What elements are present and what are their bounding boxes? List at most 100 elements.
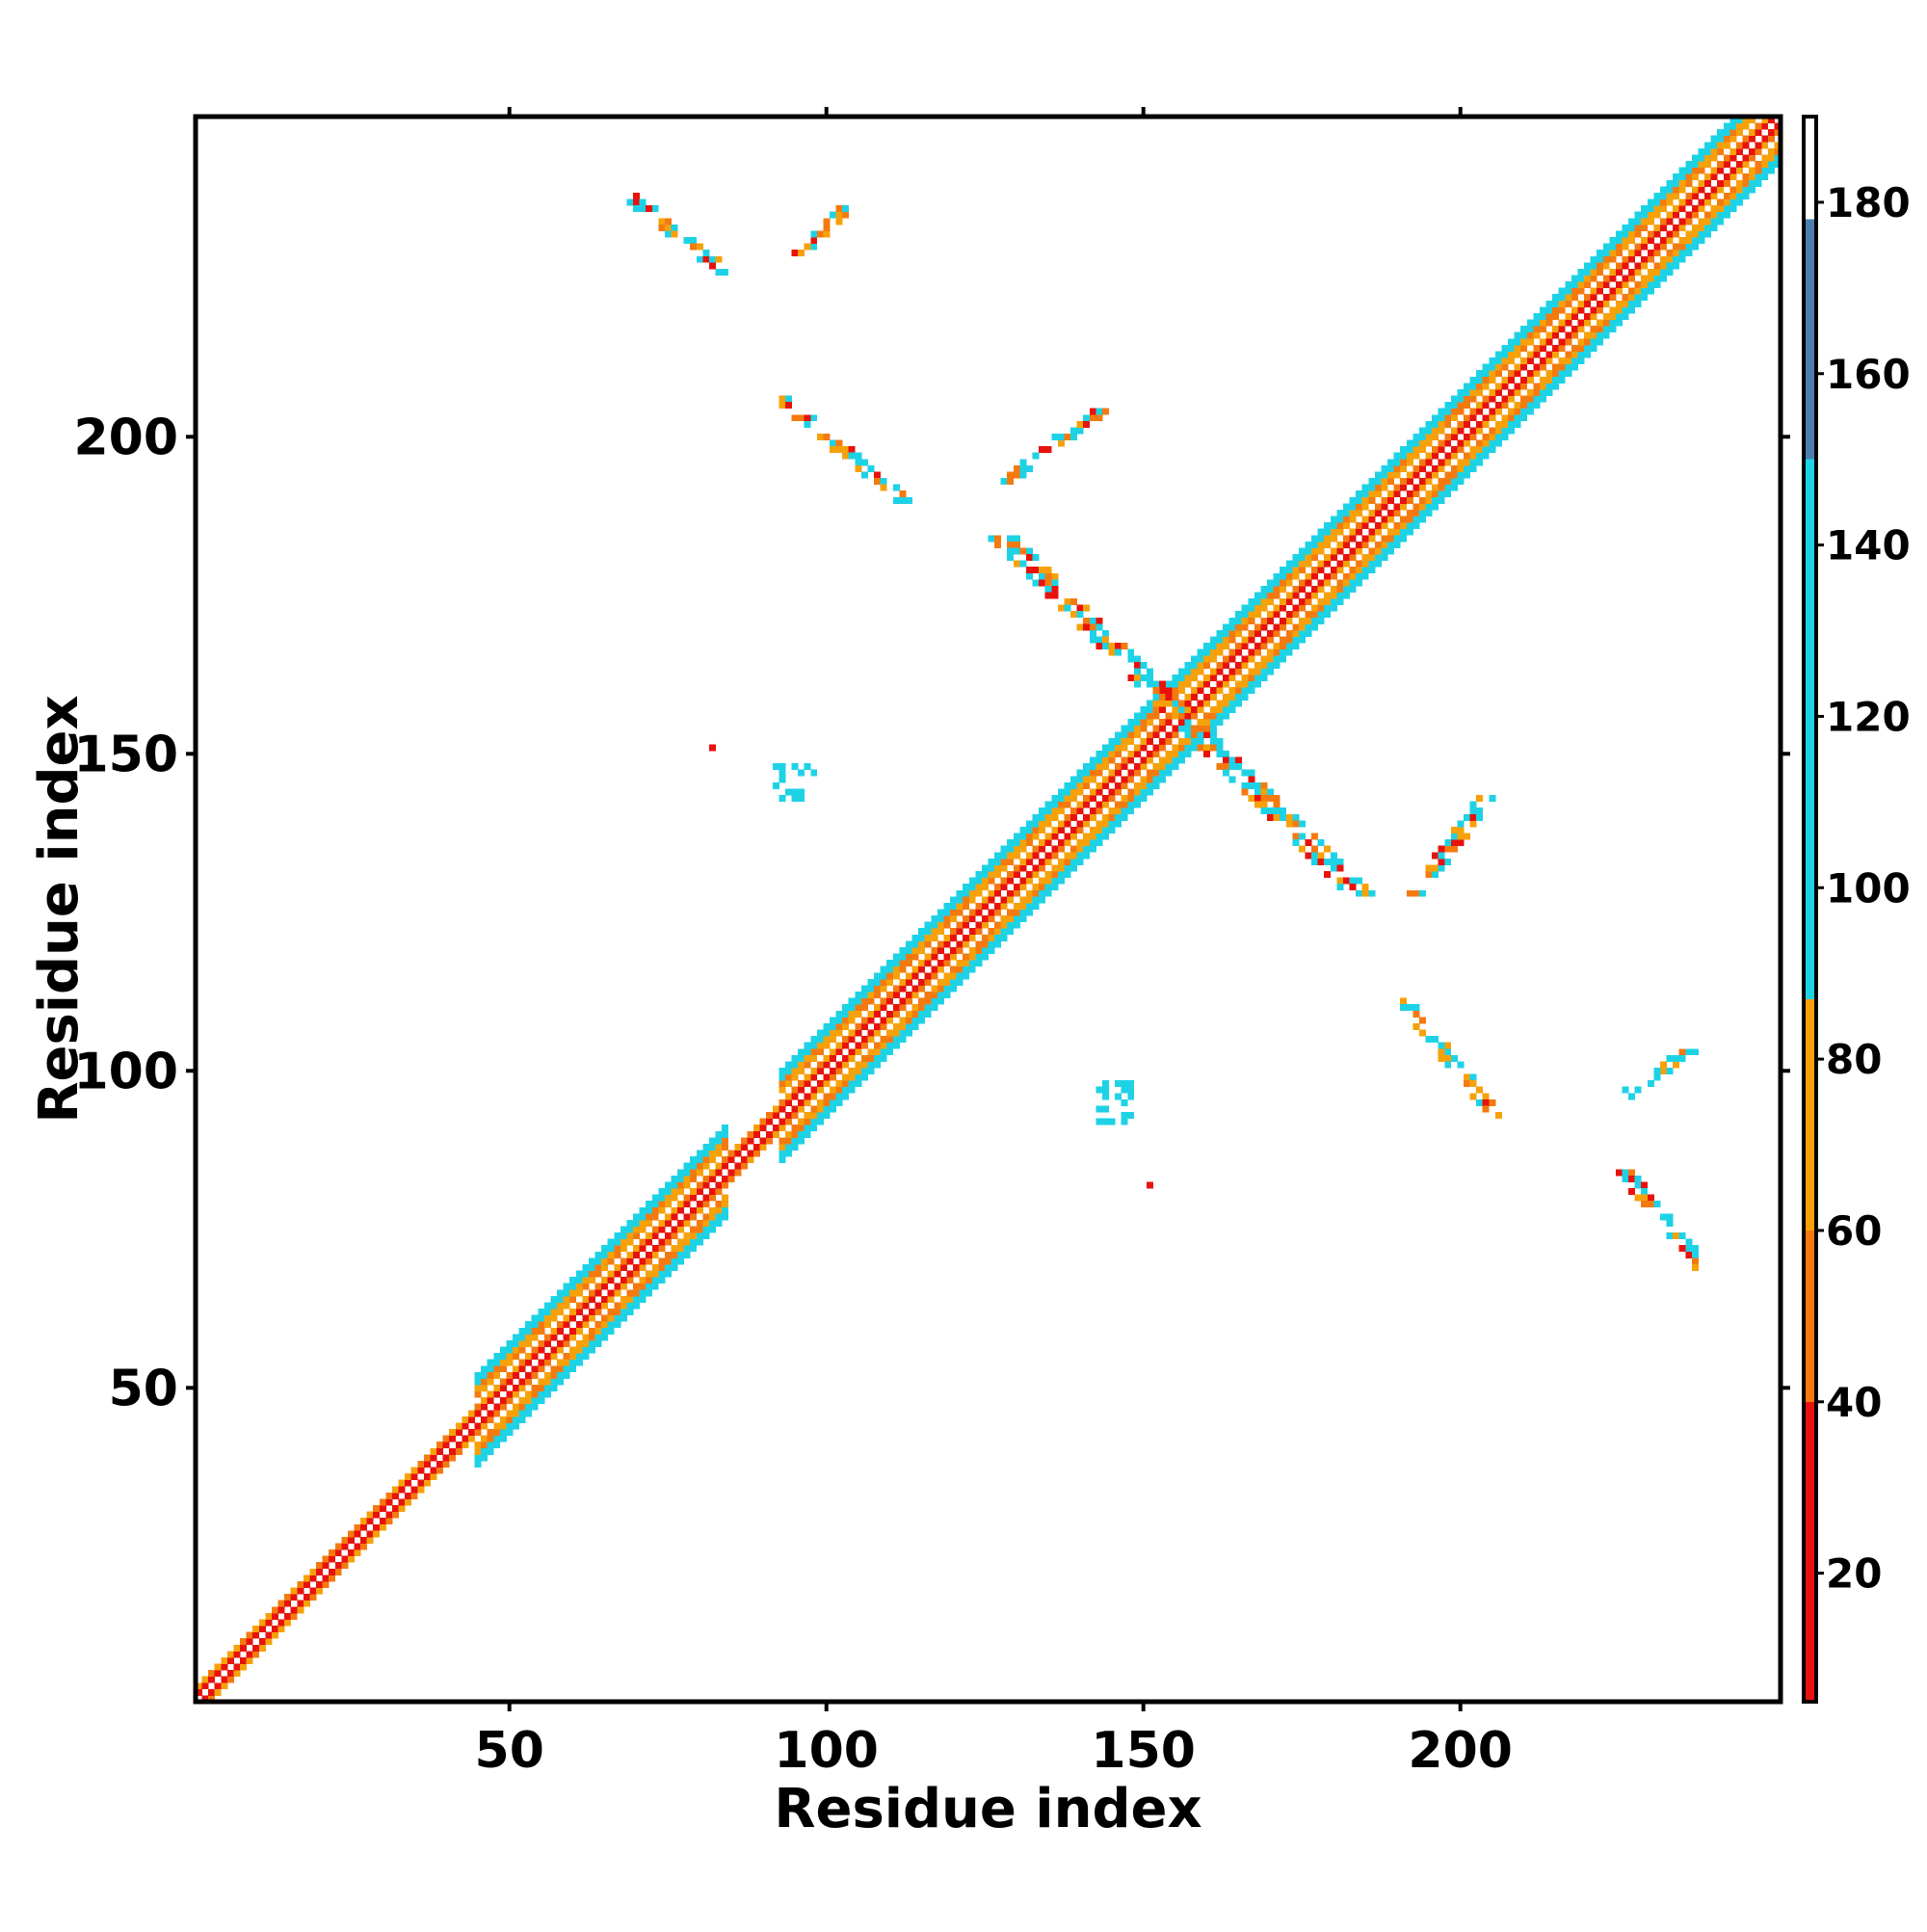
heatmap-cell <box>1444 408 1452 415</box>
heatmap-cell <box>1444 490 1452 498</box>
heatmap-cell <box>246 1638 253 1646</box>
heatmap-cell <box>1336 528 1344 536</box>
heatmap-cell <box>899 1017 907 1024</box>
heatmap-cell <box>1597 287 1604 295</box>
heatmap-cell <box>1571 326 1578 333</box>
heatmap-cell <box>671 1206 678 1214</box>
heatmap-cell <box>646 1270 653 1278</box>
heatmap-cell <box>360 1518 368 1525</box>
heatmap-cell <box>1342 554 1350 561</box>
heatmap-cell <box>538 1378 545 1386</box>
heatmap-cell <box>1685 1245 1693 1253</box>
heatmap-cell <box>1469 452 1477 460</box>
heatmap-cell <box>860 1068 868 1074</box>
heatmap-cell <box>683 1238 691 1246</box>
heatmap-cell <box>1742 161 1750 169</box>
heatmap-cell <box>848 1004 856 1012</box>
heatmap-cell <box>956 896 964 904</box>
heatmap-cell <box>1691 1245 1699 1253</box>
heatmap-cell <box>633 1289 640 1297</box>
heatmap-cell <box>1064 833 1071 840</box>
heatmap-cell <box>791 414 799 422</box>
heatmap-cell <box>271 1606 278 1614</box>
heatmap-cell <box>557 1327 565 1335</box>
heatmap-cell <box>1349 528 1357 536</box>
heatmap-cell <box>322 1580 330 1588</box>
heatmap-cell <box>1349 884 1357 891</box>
heatmap-cell <box>823 218 831 225</box>
heatmap-cell <box>462 1435 469 1442</box>
heatmap-cell <box>753 1125 761 1132</box>
heatmap-cell <box>848 1017 856 1024</box>
heatmap-cell <box>1235 648 1243 656</box>
heatmap-cell <box>1641 1201 1649 1208</box>
heatmap-cell <box>715 1169 723 1177</box>
heatmap-cell <box>1393 541 1401 548</box>
heatmap-cell <box>1374 503 1382 511</box>
heatmap-cell <box>1659 198 1667 206</box>
heatmap-cell <box>1755 179 1762 187</box>
heatmap-cell <box>436 1447 444 1455</box>
heatmap-cell <box>1349 585 1357 593</box>
heatmap-cell <box>455 1447 462 1455</box>
heatmap-cell <box>499 1353 507 1361</box>
heatmap-cell <box>1602 300 1610 307</box>
heatmap-cell <box>1324 541 1332 548</box>
heatmap-cell <box>1482 395 1490 403</box>
heatmap-cell <box>696 1150 703 1157</box>
heatmap-cell <box>1019 560 1027 568</box>
heatmap-cell <box>316 1568 323 1575</box>
heatmap-cell <box>1330 554 1337 561</box>
heatmap-cell <box>816 1068 824 1074</box>
heatmap-cell <box>575 1339 583 1347</box>
heatmap-cell <box>1361 554 1369 561</box>
heatmap-cell <box>1710 205 1718 213</box>
heatmap-cell <box>410 1473 418 1481</box>
heatmap-cell <box>810 230 818 238</box>
heatmap-cell <box>950 896 957 904</box>
heatmap-cell <box>1108 826 1116 834</box>
heatmap-cell <box>1076 807 1084 815</box>
heatmap-cell <box>1577 326 1585 333</box>
heatmap-cell <box>1464 452 1470 460</box>
heatmap-cell <box>513 1410 519 1417</box>
heatmap-cell <box>1070 845 1078 853</box>
heatmap-cell <box>1450 427 1458 435</box>
heatmap-cell <box>975 884 983 891</box>
heatmap-cell <box>1673 255 1680 263</box>
heatmap-cell <box>1064 820 1071 828</box>
heatmap-cell <box>1032 554 1040 561</box>
heatmap-cell <box>1127 719 1135 727</box>
heatmap-cell <box>1469 434 1477 440</box>
heatmap-cell <box>626 1295 634 1303</box>
heatmap-cell <box>1101 1080 1109 1088</box>
heatmap-cell <box>892 1004 900 1012</box>
colorbar-tick-label: 180 <box>1826 179 1911 226</box>
heatmap-cell <box>1083 776 1091 783</box>
heatmap-cell <box>1489 363 1496 371</box>
heatmap-cell <box>1584 262 1591 270</box>
heatmap-cell <box>823 1061 831 1069</box>
heatmap-cell <box>1641 255 1649 263</box>
heatmap-cell <box>538 1390 545 1398</box>
heatmap-cell <box>1241 661 1249 669</box>
heatmap-cell <box>1641 211 1649 219</box>
heatmap-cell <box>1393 535 1401 543</box>
heatmap-cell <box>462 1422 469 1430</box>
heatmap-cell <box>639 1289 647 1297</box>
heatmap-cell <box>1691 205 1699 213</box>
heatmap-cell <box>226 1656 234 1664</box>
heatmap-cell <box>963 953 970 961</box>
heatmap-cell <box>575 1309 583 1316</box>
heatmap-cell <box>842 1036 850 1044</box>
heatmap-cell <box>1393 522 1401 530</box>
heatmap-cell <box>1260 636 1268 644</box>
heatmap-cell <box>1742 135 1750 143</box>
heatmap-cell <box>1482 446 1490 454</box>
heatmap-cell <box>1615 300 1623 307</box>
heatmap-cell <box>950 966 957 973</box>
heatmap-cell <box>1368 547 1376 555</box>
heatmap-cell <box>518 1403 526 1411</box>
heatmap-cell <box>341 1543 349 1550</box>
heatmap-cell <box>810 1118 818 1125</box>
